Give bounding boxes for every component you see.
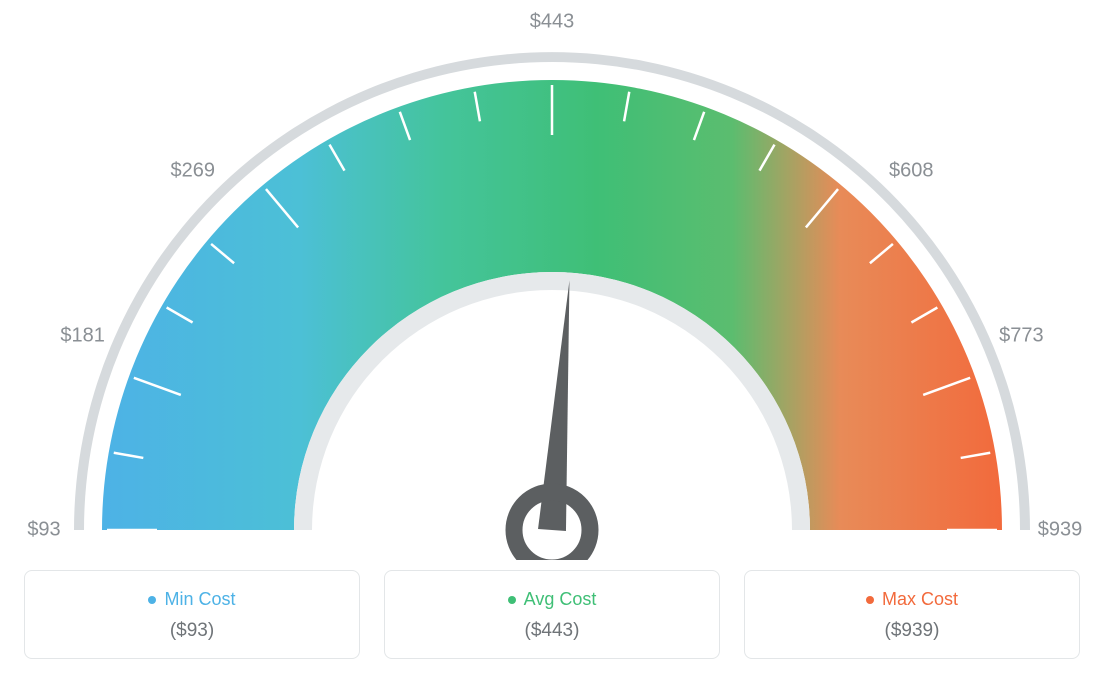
- legend-card-min: Min Cost ($93): [24, 570, 360, 659]
- gauge-chart: $93 $181 $269 $443 $608 $773 $939: [0, 0, 1104, 560]
- gauge-tick-label: $608: [889, 159, 934, 182]
- gauge-tick-label: $443: [530, 11, 575, 34]
- gauge-svg: [0, 0, 1104, 560]
- legend-value-avg: ($443): [397, 620, 707, 642]
- gauge-tick-label: $181: [60, 324, 105, 347]
- dot-icon: [148, 596, 156, 604]
- legend-label-avg: Avg Cost: [524, 589, 597, 610]
- legend-label-max: Max Cost: [882, 589, 958, 610]
- legend-card-max: Max Cost ($939): [744, 570, 1080, 659]
- legend-title-max: Max Cost: [866, 589, 958, 610]
- legend-value-min: ($93): [37, 620, 347, 642]
- legend-row: Min Cost ($93) Avg Cost ($443) Max Cost …: [0, 570, 1104, 659]
- gauge-tick-label: $939: [1038, 519, 1083, 542]
- legend-value-max: ($939): [757, 620, 1067, 642]
- legend-card-avg: Avg Cost ($443): [384, 570, 720, 659]
- gauge-tick-label: $93: [27, 519, 60, 542]
- gauge-tick-label: $269: [171, 159, 216, 182]
- legend-label-min: Min Cost: [164, 589, 235, 610]
- legend-title-avg: Avg Cost: [508, 589, 597, 610]
- dot-icon: [508, 596, 516, 604]
- legend-title-min: Min Cost: [148, 589, 235, 610]
- dot-icon: [866, 596, 874, 604]
- gauge-tick-label: $773: [999, 324, 1044, 347]
